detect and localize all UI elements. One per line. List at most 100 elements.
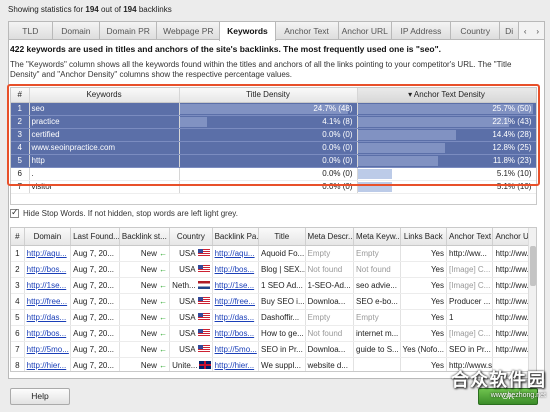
keyword-row[interactable]: 4 www.seoinpractice.com 0.0% (0) 12.8% (25) xyxy=(11,141,536,155)
keyword-cell: seo xyxy=(29,102,180,116)
tab-di[interactable]: Di xyxy=(499,21,519,40)
backlink-row[interactable]: 6 http://bos... Aug 7, 20... New ← USA http:/… xyxy=(11,325,536,342)
tab-country[interactable]: Country xyxy=(450,21,501,40)
bl-anchor-text: 1 xyxy=(446,309,494,326)
bl-col-header[interactable]: Domain xyxy=(24,228,72,246)
bl-col-header[interactable]: # xyxy=(11,228,25,246)
bl-domain-link[interactable]: http://aqu... xyxy=(24,245,72,262)
ok-button[interactable]: OK xyxy=(478,388,538,405)
arrow-left-icon: ← xyxy=(159,264,168,274)
bl-col-header[interactable]: Last Found... xyxy=(70,228,120,246)
tab-scroll-right-icon[interactable]: › xyxy=(536,26,540,36)
bl-domain-link[interactable]: http://free... xyxy=(24,293,72,310)
backlink-row[interactable]: 4 http://free... Aug 7, 20... New ← USA http:… xyxy=(11,293,536,310)
bl-page-link[interactable]: http://free... xyxy=(212,293,260,310)
bl-country-label: USA xyxy=(179,248,196,258)
backlink-row[interactable]: 7 http://5mo... Aug 7, 20... New ← USA http:/… xyxy=(11,341,536,358)
bl-col-header[interactable]: Anchor URL xyxy=(492,228,536,246)
bl-domain-link[interactable]: http://bos... xyxy=(24,325,72,342)
bl-page-link[interactable]: http://bos... xyxy=(212,325,260,342)
bl-domain-link[interactable]: http://bos... xyxy=(24,261,72,278)
tab-domain[interactable]: Domain xyxy=(51,21,101,40)
col-header-anchor-density[interactable]: ▾ Anchor Text Density xyxy=(357,88,536,103)
bl-domain-link[interactable]: http://5mo... xyxy=(24,341,72,358)
status-suffix: backlinks xyxy=(138,5,172,14)
bl-country-label: USA xyxy=(179,312,196,322)
bl-meta-desc: website d... xyxy=(305,357,355,371)
bl-page-link[interactable]: http://bos... xyxy=(212,261,260,278)
backlink-row[interactable]: 1 http://aqu... Aug 7, 20... New ← USA http:/… xyxy=(11,245,536,262)
bl-title: We suppl... xyxy=(258,357,306,371)
bl-domain-link[interactable]: http://1se... xyxy=(24,277,72,294)
bl-num: 3 xyxy=(11,277,25,294)
tab-anchor-text[interactable]: Anchor Text xyxy=(274,21,339,40)
bl-links-back: Yes xyxy=(400,277,448,294)
keyword-row[interactable]: 6. 0.0% (0) 5.1% (10) xyxy=(11,167,536,181)
help-button[interactable]: Help xyxy=(10,388,70,405)
bl-anchor-text: [Image] C... xyxy=(446,261,494,278)
col-header-keywords[interactable]: Keywords xyxy=(29,88,180,103)
backlink-row[interactable]: 3 http://1se... Aug 7, 20... New ← Neth... ht… xyxy=(11,277,536,294)
bl-col-header[interactable]: Backlink st... xyxy=(119,228,171,246)
arrow-left-icon: ← xyxy=(159,360,168,370)
keyword-row[interactable]: 1 seo 24.7% (48) 25.7% (50) xyxy=(11,102,536,116)
hide-stop-words-checkbox[interactable] xyxy=(10,207,19,218)
backlink-row[interactable]: 2 http://bos... Aug 7, 20... New ← USA http:/… xyxy=(11,261,536,278)
bl-page-link[interactable]: http://5mo... xyxy=(212,341,260,358)
bl-meta-kw: internet m... xyxy=(353,325,401,342)
anchor-density-value: 14.4% (28) xyxy=(492,130,532,139)
bl-num: 1 xyxy=(11,245,25,262)
keyword-row[interactable]: 2 practice 4.1% (8) 22.1% (43) xyxy=(11,115,536,129)
bl-page-link[interactable]: http://1se... xyxy=(212,277,260,294)
anchor-density-bar xyxy=(357,181,393,192)
bl-col-header[interactable]: Country xyxy=(169,228,213,246)
status-count: 194 xyxy=(85,5,99,14)
keyword-row[interactable]: 3 certified 0.0% (0) 14.4% (28) xyxy=(11,128,536,142)
vertical-scrollbar[interactable] xyxy=(528,228,536,371)
bl-domain-link[interactable]: http://das... xyxy=(24,309,72,326)
bl-status: New ← xyxy=(119,277,171,294)
bl-page-link[interactable]: http://hier... xyxy=(212,357,260,371)
backlink-row[interactable]: 8 http://hier... Aug 7, 20... New ← Unite...… xyxy=(11,357,536,371)
bl-page-link[interactable]: http://aqu... xyxy=(212,245,260,262)
keyword-row-num: 7 xyxy=(11,180,30,194)
tab-webpage-pr[interactable]: Webpage PR xyxy=(156,21,221,40)
bl-links-back: Yes xyxy=(400,309,448,326)
bl-col-header[interactable]: Meta Descr... xyxy=(305,228,355,246)
keyword-cell: . xyxy=(29,167,180,181)
bl-title: How to ge... xyxy=(258,325,306,342)
bl-status-label: New xyxy=(140,328,157,338)
bl-country-label: USA xyxy=(179,296,196,306)
anchor-density-cell: 5.1% (10) xyxy=(357,180,536,194)
bl-col-header[interactable]: Backlink Pa... xyxy=(212,228,260,246)
backlink-row[interactable]: 5 http://das... Aug 7, 20... New ← USA http:/… xyxy=(11,309,536,326)
scrollbar-thumb[interactable] xyxy=(530,246,536,286)
bl-anchor-text: http://www.seoi... xyxy=(446,357,494,371)
bl-col-header[interactable]: Anchor Text xyxy=(446,228,494,246)
bl-country-label: USA xyxy=(179,264,196,274)
col-header-num[interactable]: # xyxy=(11,88,30,103)
bl-domain-link[interactable]: http://hier... xyxy=(24,357,72,371)
col-header-title-density[interactable]: Title Density xyxy=(179,88,358,103)
tab-ip-address[interactable]: IP Address xyxy=(390,21,451,40)
keyword-row[interactable]: 7 visitor 0.0% (0) 5.1% (10) xyxy=(11,180,536,194)
anchor-density-cell: 25.7% (50) xyxy=(357,102,536,116)
bl-status-label: New xyxy=(140,264,157,274)
bl-meta-desc: Empty xyxy=(305,245,355,262)
watermark-main: 合众软件园 xyxy=(451,370,546,390)
bl-col-header[interactable]: Title xyxy=(258,228,306,246)
bl-status: New ← xyxy=(119,341,171,358)
tab-domain-pr[interactable]: Domain PR xyxy=(99,21,158,40)
tab-anchor-url[interactable]: Anchor URL xyxy=(337,21,392,40)
bl-status-label: New xyxy=(140,248,157,258)
tab-scroll-arrows[interactable]: ‹ › xyxy=(517,21,546,40)
keyword-row[interactable]: 5 http 0.0% (0) 11.8% (23) xyxy=(11,154,536,168)
bl-page-link[interactable]: http://das... xyxy=(212,309,260,326)
tab-tld[interactable]: TLD xyxy=(8,21,53,40)
tab-scroll-left-icon[interactable]: ‹ xyxy=(523,26,527,36)
tab-keywords[interactable]: Keywords xyxy=(219,21,276,41)
hide-stop-words[interactable]: Hide Stop Words. If not hidden, stop wor… xyxy=(10,207,238,218)
flag-us-icon xyxy=(197,313,210,322)
bl-col-header[interactable]: Meta Keyw... xyxy=(353,228,401,246)
bl-col-header[interactable]: Links Back xyxy=(400,228,448,246)
